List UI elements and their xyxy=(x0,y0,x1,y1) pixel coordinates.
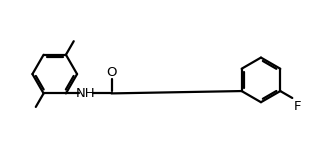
Text: O: O xyxy=(106,66,117,79)
Text: F: F xyxy=(294,100,302,113)
Text: NH: NH xyxy=(76,87,95,100)
